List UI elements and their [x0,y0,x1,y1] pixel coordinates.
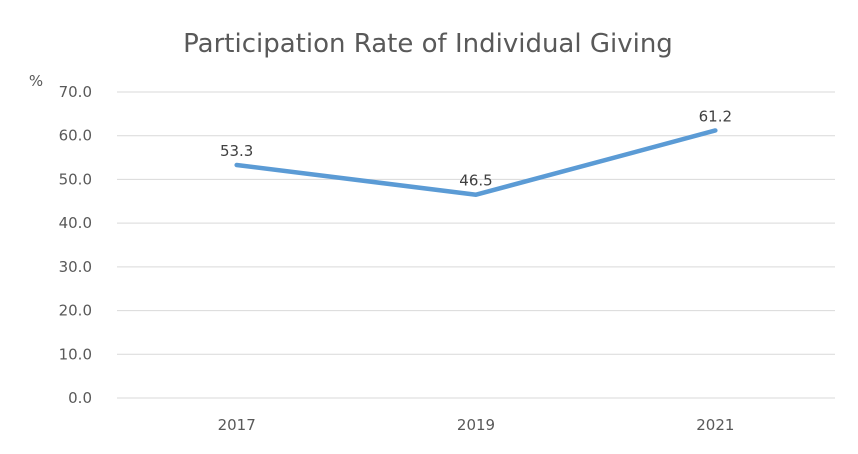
gridlines [117,92,835,398]
y-tick-label: 60.0 [59,127,92,145]
y-tick-label: 40.0 [59,214,92,232]
x-axis-tick-labels: 2017 2019 2021 [218,416,735,434]
x-tick-label: 2019 [457,416,495,434]
y-tick-label: 70.0 [59,83,92,101]
y-axis-unit-label: % [29,72,43,90]
x-tick-label: 2017 [218,416,256,434]
data-label: 46.5 [459,172,492,190]
y-tick-label: 50.0 [59,170,92,188]
y-axis-tick-labels: 0.0 10.0 20.0 30.0 40.0 50.0 60.0 70.0 [59,83,92,407]
chart-title: Participation Rate of Individual Giving [183,29,673,59]
y-tick-label: 20.0 [59,302,92,320]
x-tick-label: 2021 [696,416,734,434]
data-label: 61.2 [699,107,732,125]
y-tick-label: 0.0 [68,389,92,407]
data-label: 53.3 [220,142,253,160]
y-tick-label: 30.0 [59,258,92,276]
y-tick-label: 10.0 [59,345,92,363]
